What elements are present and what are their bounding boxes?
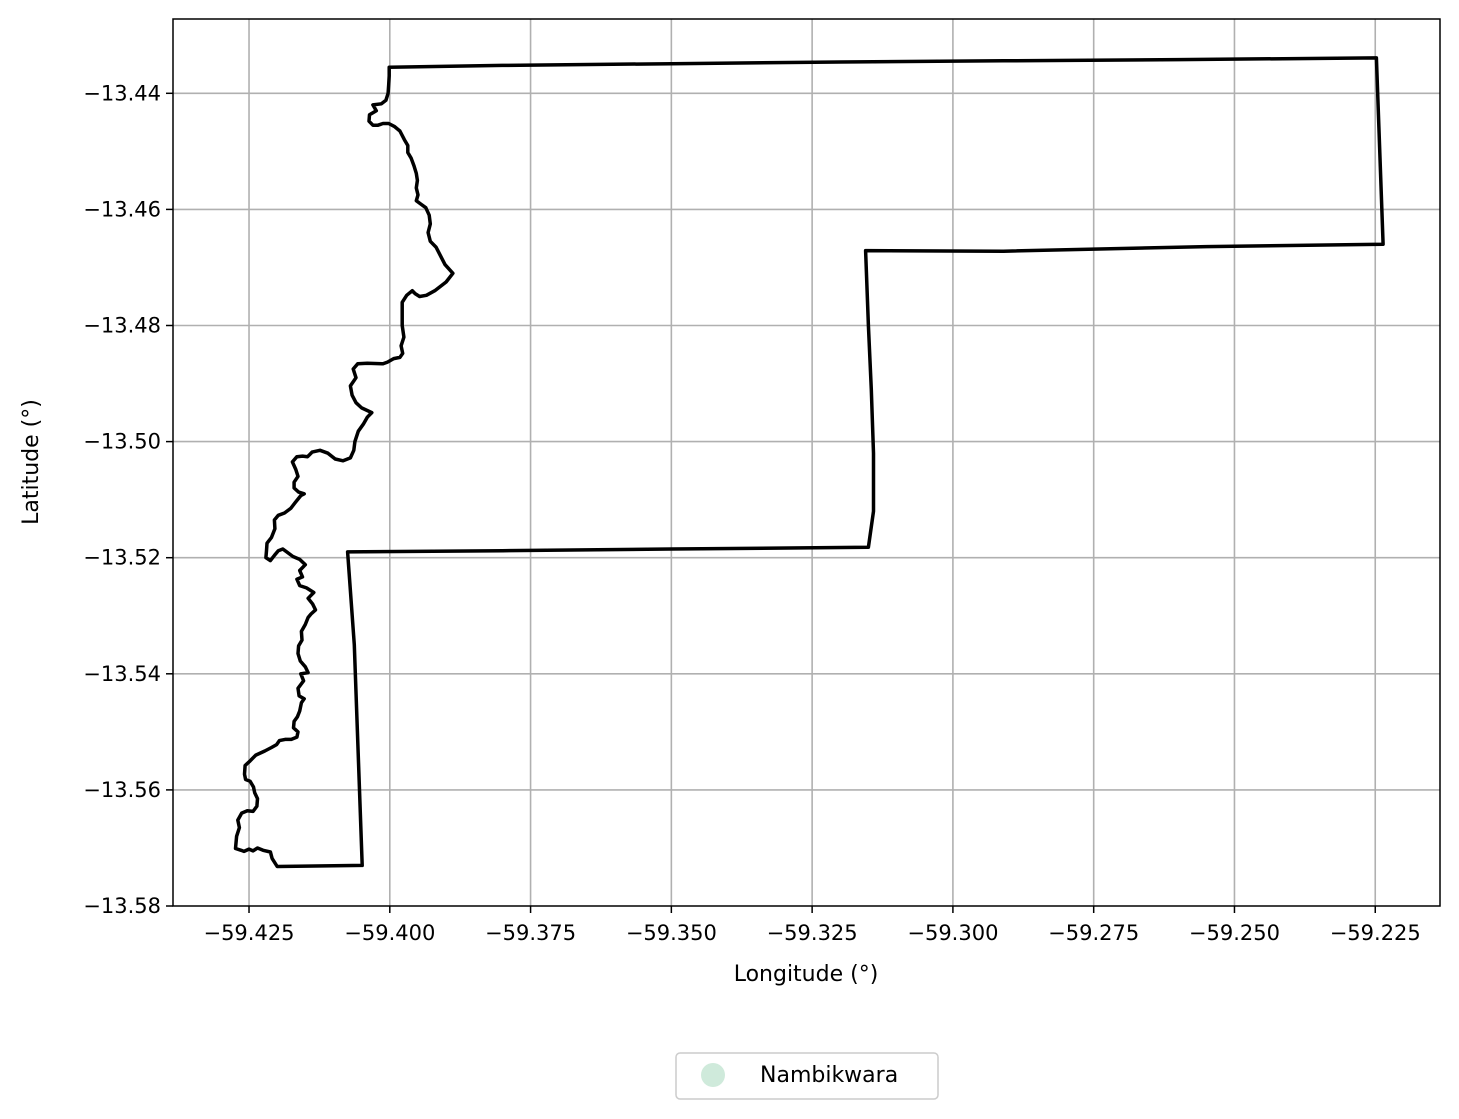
x-axis-label: Longitude (°)	[734, 962, 879, 987]
y-tick-label: −13.48	[83, 314, 161, 338]
y-tick-label: −13.58	[83, 894, 161, 918]
x-tick-label: −59.350	[626, 921, 717, 945]
y-tick-label: −13.52	[83, 546, 161, 570]
y-tick-label: −13.56	[83, 778, 161, 802]
y-axis-label: Latitude (°)	[19, 399, 44, 525]
gridlines	[173, 19, 1440, 906]
legend-box	[675, 1052, 939, 1100]
territory-boundary	[233, 56, 1385, 869]
y-tick-label: −13.46	[83, 197, 161, 221]
x-tick-label: −59.325	[767, 921, 858, 945]
y-tick-label: −13.44	[83, 81, 161, 105]
plot-frame	[172, 18, 1441, 907]
y-tick-label: −13.54	[83, 662, 161, 686]
legend: Nambikwara	[675, 1052, 939, 1100]
y-axis-ticks: −13.44 −13.46 −13.48 −13.50 −13.52 −13.54 −13.…	[83, 81, 173, 918]
x-tick-label: −59.400	[344, 921, 435, 945]
x-tick-label: −59.225	[1330, 921, 1421, 945]
x-tick-label: −59.275	[1048, 921, 1139, 945]
y-tick-label: −13.50	[83, 430, 161, 454]
x-tick-label: −59.425	[203, 921, 294, 945]
x-tick-label: −59.250	[1189, 921, 1280, 945]
legend-marker-nambikwara	[701, 1063, 725, 1087]
x-axis-ticks: −59.425 −59.400 −59.375 −59.350 −59.325 −59.3…	[203, 906, 1421, 945]
x-tick-label: −59.375	[485, 921, 576, 945]
x-tick-label: −59.300	[907, 921, 998, 945]
legend-label-nambikwara: Nambikwara	[760, 1063, 898, 1088]
